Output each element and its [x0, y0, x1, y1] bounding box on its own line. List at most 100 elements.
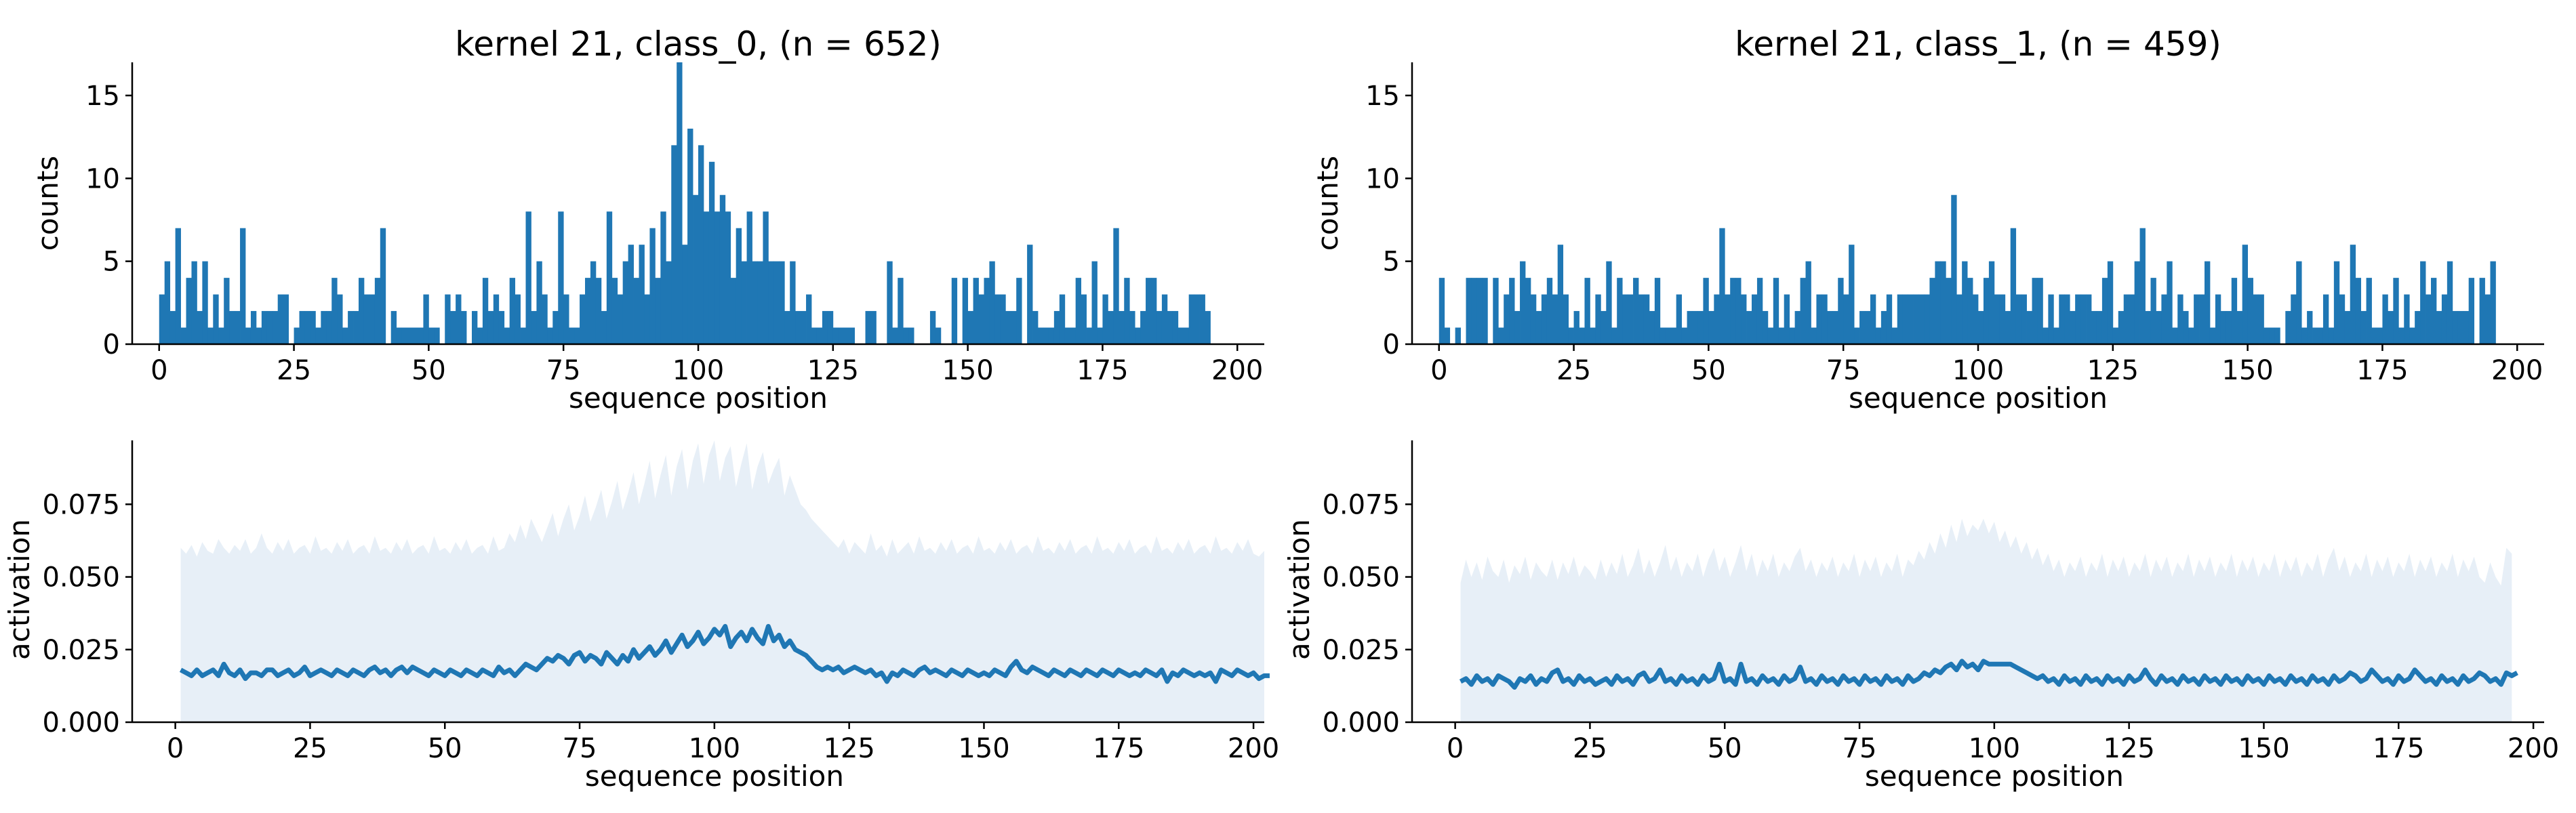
x-tick-label: 100: [1952, 355, 2004, 386]
hist-bar: [321, 311, 327, 344]
hist-bar: [1178, 327, 1184, 344]
hist-bar: [1476, 278, 1483, 344]
hist-bar: [671, 145, 677, 344]
hist-bar: [542, 294, 548, 344]
hist-bar: [1865, 311, 1871, 344]
y-tick-label: 15: [1365, 81, 1400, 112]
hist-bar: [1978, 311, 1984, 344]
hist-bar: [2021, 294, 2027, 344]
hist-bar: [1444, 327, 1451, 344]
x-tick-label: 0: [167, 733, 184, 764]
hist-bar: [1789, 327, 1796, 344]
hist-bar: [1075, 278, 1082, 344]
hist-bar: [1681, 327, 1687, 344]
hist-bar: [461, 311, 467, 344]
hist-bar: [2479, 278, 2485, 344]
hist-bar: [1568, 327, 1574, 344]
hist-bar: [2426, 294, 2432, 344]
hist-bar: [2172, 327, 2178, 344]
hist-bar: [159, 294, 165, 344]
hist-bar: [989, 261, 995, 344]
hist-bar: [1471, 278, 1477, 344]
x-tick-label: 0: [150, 355, 167, 386]
hist-bar: [736, 228, 742, 344]
hist-bar: [1697, 311, 1704, 344]
hist-bar: [1048, 327, 1055, 344]
activation-mean-line: [179, 623, 1270, 684]
hist-bar: [1628, 294, 1634, 344]
hist-bar: [2484, 294, 2491, 344]
hist-bar: [666, 261, 672, 344]
hist-bar: [827, 311, 834, 344]
hist-bar: [795, 311, 801, 344]
hist-bar: [412, 327, 418, 344]
hist-bar: [639, 245, 645, 344]
hist-bar: [2205, 261, 2211, 344]
hist-bar: [768, 261, 774, 344]
hist-bar: [1918, 294, 1925, 344]
hist-bar: [601, 311, 607, 344]
hist-bar: [1746, 311, 1752, 344]
hist-bar: [1563, 294, 1569, 344]
hist-bar: [2468, 278, 2475, 344]
x-tick-label: 50: [411, 355, 446, 386]
hist-bar: [2053, 327, 2059, 344]
hist-bar: [2183, 311, 2189, 344]
hist-bar: [1741, 294, 1747, 344]
x-tick-label: 100: [689, 733, 740, 764]
hist-bar: [1633, 278, 1639, 344]
hist-bar: [687, 128, 693, 344]
hist-bar: [757, 261, 763, 344]
hist-bar: [2409, 327, 2415, 344]
hist-bar: [2269, 327, 2275, 344]
hist-bar: [1649, 311, 1655, 344]
hist-bar: [2177, 294, 2183, 344]
hist-bar: [725, 211, 731, 344]
hist-bar: [730, 278, 737, 344]
hist-bar: [2129, 294, 2135, 344]
hist-bar: [1617, 278, 1623, 344]
hist-bar: [1595, 294, 1601, 344]
x-tick-label: 175: [2356, 355, 2408, 386]
hist-bar: [180, 327, 186, 344]
hist-bar: [1194, 294, 1200, 344]
hist-bar: [1870, 294, 1876, 344]
hist-bar: [2360, 311, 2367, 344]
hist-bar: [2139, 228, 2146, 344]
hist-bar: [2005, 311, 2011, 344]
hist-bar: [784, 311, 790, 344]
hist-bar: [1129, 311, 1135, 344]
hist-bar: [2274, 327, 2280, 344]
hist-bar: [1438, 278, 1445, 344]
hist-bar: [1601, 311, 1607, 344]
hist-bar: [649, 228, 656, 344]
y-axis-label: activation: [3, 519, 36, 660]
hist-bar: [2490, 261, 2496, 344]
hist-bar: [2096, 311, 2103, 344]
hist-bar: [1924, 294, 1930, 344]
hist-bar: [1767, 327, 1774, 344]
hist-bar: [1124, 278, 1130, 344]
hist-bar: [1940, 261, 1946, 344]
hist-bar: [169, 311, 176, 344]
hist-bar: [1546, 278, 1553, 344]
hist-bar: [2447, 261, 2453, 344]
x-tick-label: 25: [293, 733, 327, 764]
hist-bar: [1086, 327, 1092, 344]
hist-bar: [2393, 278, 2399, 344]
hist-bar: [1119, 311, 1125, 344]
hist-bar: [2291, 294, 2297, 344]
hist-bar: [2301, 327, 2308, 344]
hist-bar: [256, 327, 262, 344]
hist-bar: [401, 327, 407, 344]
hist-bar: [1525, 278, 1531, 344]
hist-bar: [374, 278, 381, 344]
hist-bar: [1205, 311, 1211, 344]
hist-bar: [1530, 294, 1537, 344]
hist-bar: [1708, 311, 1714, 344]
hist-bar: [380, 228, 386, 344]
hist-bar: [1730, 278, 1736, 344]
hist-bar: [2415, 311, 2421, 344]
x-tick-label: 75: [1826, 355, 1861, 386]
hist-bar: [1509, 278, 1515, 344]
